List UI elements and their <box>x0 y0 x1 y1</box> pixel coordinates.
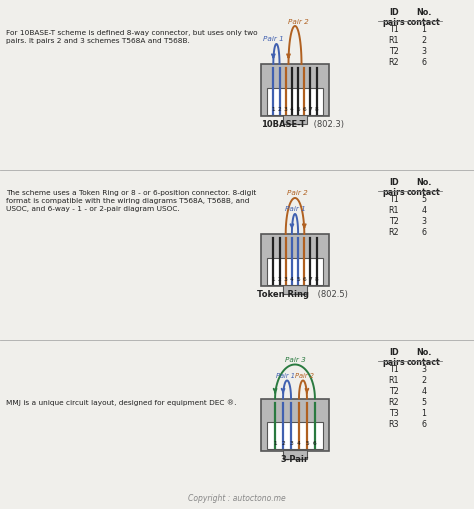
Text: 3: 3 <box>284 276 288 281</box>
Text: R3: R3 <box>389 420 399 429</box>
Text: 5: 5 <box>296 106 300 111</box>
Text: (802.5): (802.5) <box>315 290 348 299</box>
Text: T1: T1 <box>389 195 399 204</box>
Text: 4: 4 <box>290 106 294 111</box>
Text: 7: 7 <box>309 276 312 281</box>
Bar <box>267 258 323 285</box>
Text: R2: R2 <box>389 398 399 407</box>
Text: 8: 8 <box>315 106 319 111</box>
Text: 7: 7 <box>309 106 312 111</box>
Text: No.
contact: No. contact <box>407 178 441 197</box>
Bar <box>283 115 307 124</box>
Text: 6: 6 <box>302 276 306 281</box>
Text: 2: 2 <box>421 36 427 45</box>
Text: T1: T1 <box>389 25 399 34</box>
Bar <box>267 88 323 115</box>
Text: 1: 1 <box>272 276 275 281</box>
Text: Pair 2: Pair 2 <box>295 374 314 380</box>
Text: 6: 6 <box>302 106 306 111</box>
Text: R1: R1 <box>389 206 399 215</box>
Text: R2: R2 <box>389 228 399 237</box>
Text: 5: 5 <box>421 398 427 407</box>
Text: T2: T2 <box>389 47 399 56</box>
Text: 3-Pair: 3-Pair <box>281 455 309 464</box>
Text: 2: 2 <box>278 276 282 281</box>
Text: 1: 1 <box>421 409 427 418</box>
Text: ID
pairs: ID pairs <box>383 348 405 367</box>
Text: Pair 2: Pair 2 <box>288 19 309 25</box>
Text: R2: R2 <box>389 58 399 67</box>
Text: 5: 5 <box>296 276 300 281</box>
Text: No.
contact: No. contact <box>407 348 441 367</box>
Text: ID
pairs: ID pairs <box>383 178 405 197</box>
Text: The scheme uses a Token Ring or 8 - or 6-position connector. 8-digit
format is c: The scheme uses a Token Ring or 8 - or 6… <box>6 190 256 212</box>
Text: 3: 3 <box>421 47 427 56</box>
Text: 5: 5 <box>421 195 427 204</box>
Text: 4: 4 <box>421 387 427 396</box>
Text: 4: 4 <box>290 276 294 281</box>
Bar <box>267 422 323 449</box>
Text: Pair 2: Pair 2 <box>287 190 307 196</box>
Text: MMJ is a unique circuit layout, designed for equipment DEC ®.: MMJ is a unique circuit layout, designed… <box>6 400 237 406</box>
Text: 1: 1 <box>421 25 427 34</box>
Text: R1: R1 <box>389 376 399 385</box>
Text: 6: 6 <box>421 58 427 67</box>
Text: 2: 2 <box>278 106 282 111</box>
Text: (802.3): (802.3) <box>311 120 344 129</box>
Text: 3: 3 <box>421 217 427 226</box>
Text: T3: T3 <box>389 409 399 418</box>
Text: T2: T2 <box>389 387 399 396</box>
Text: No.
contact: No. contact <box>407 8 441 27</box>
Text: Pair 1: Pair 1 <box>275 374 294 380</box>
Text: 4: 4 <box>297 441 301 446</box>
Text: ID
pairs: ID pairs <box>383 8 405 27</box>
Text: 1: 1 <box>272 106 275 111</box>
Text: 4: 4 <box>421 206 427 215</box>
Bar <box>283 285 307 294</box>
Text: 3: 3 <box>421 365 427 374</box>
Text: 6: 6 <box>313 441 317 446</box>
Text: Pair 3: Pair 3 <box>284 356 305 362</box>
Text: 10BASE-T: 10BASE-T <box>261 120 305 129</box>
Text: R1: R1 <box>389 36 399 45</box>
Bar <box>261 399 329 450</box>
Bar <box>261 234 329 286</box>
Bar <box>283 449 307 459</box>
Text: Pair 1: Pair 1 <box>263 36 284 42</box>
Text: 6: 6 <box>421 420 427 429</box>
Text: 8: 8 <box>315 276 319 281</box>
Text: 2: 2 <box>421 376 427 385</box>
Text: T1: T1 <box>389 365 399 374</box>
Text: T2: T2 <box>389 217 399 226</box>
Text: 6: 6 <box>421 228 427 237</box>
Bar <box>261 64 329 116</box>
Text: For 10BASE-T scheme is defined 8-way connector, but uses only two
pairs. It pair: For 10BASE-T scheme is defined 8-way con… <box>6 30 258 44</box>
Text: Token Ring: Token Ring <box>257 290 309 299</box>
Text: Pair 1: Pair 1 <box>284 206 305 212</box>
Text: 3: 3 <box>289 441 293 446</box>
Text: Copyright : autoctono.me: Copyright : autoctono.me <box>188 494 286 503</box>
Text: 5: 5 <box>305 441 309 446</box>
Text: 3: 3 <box>284 106 288 111</box>
Text: 2: 2 <box>281 441 285 446</box>
Text: 1: 1 <box>273 441 277 446</box>
